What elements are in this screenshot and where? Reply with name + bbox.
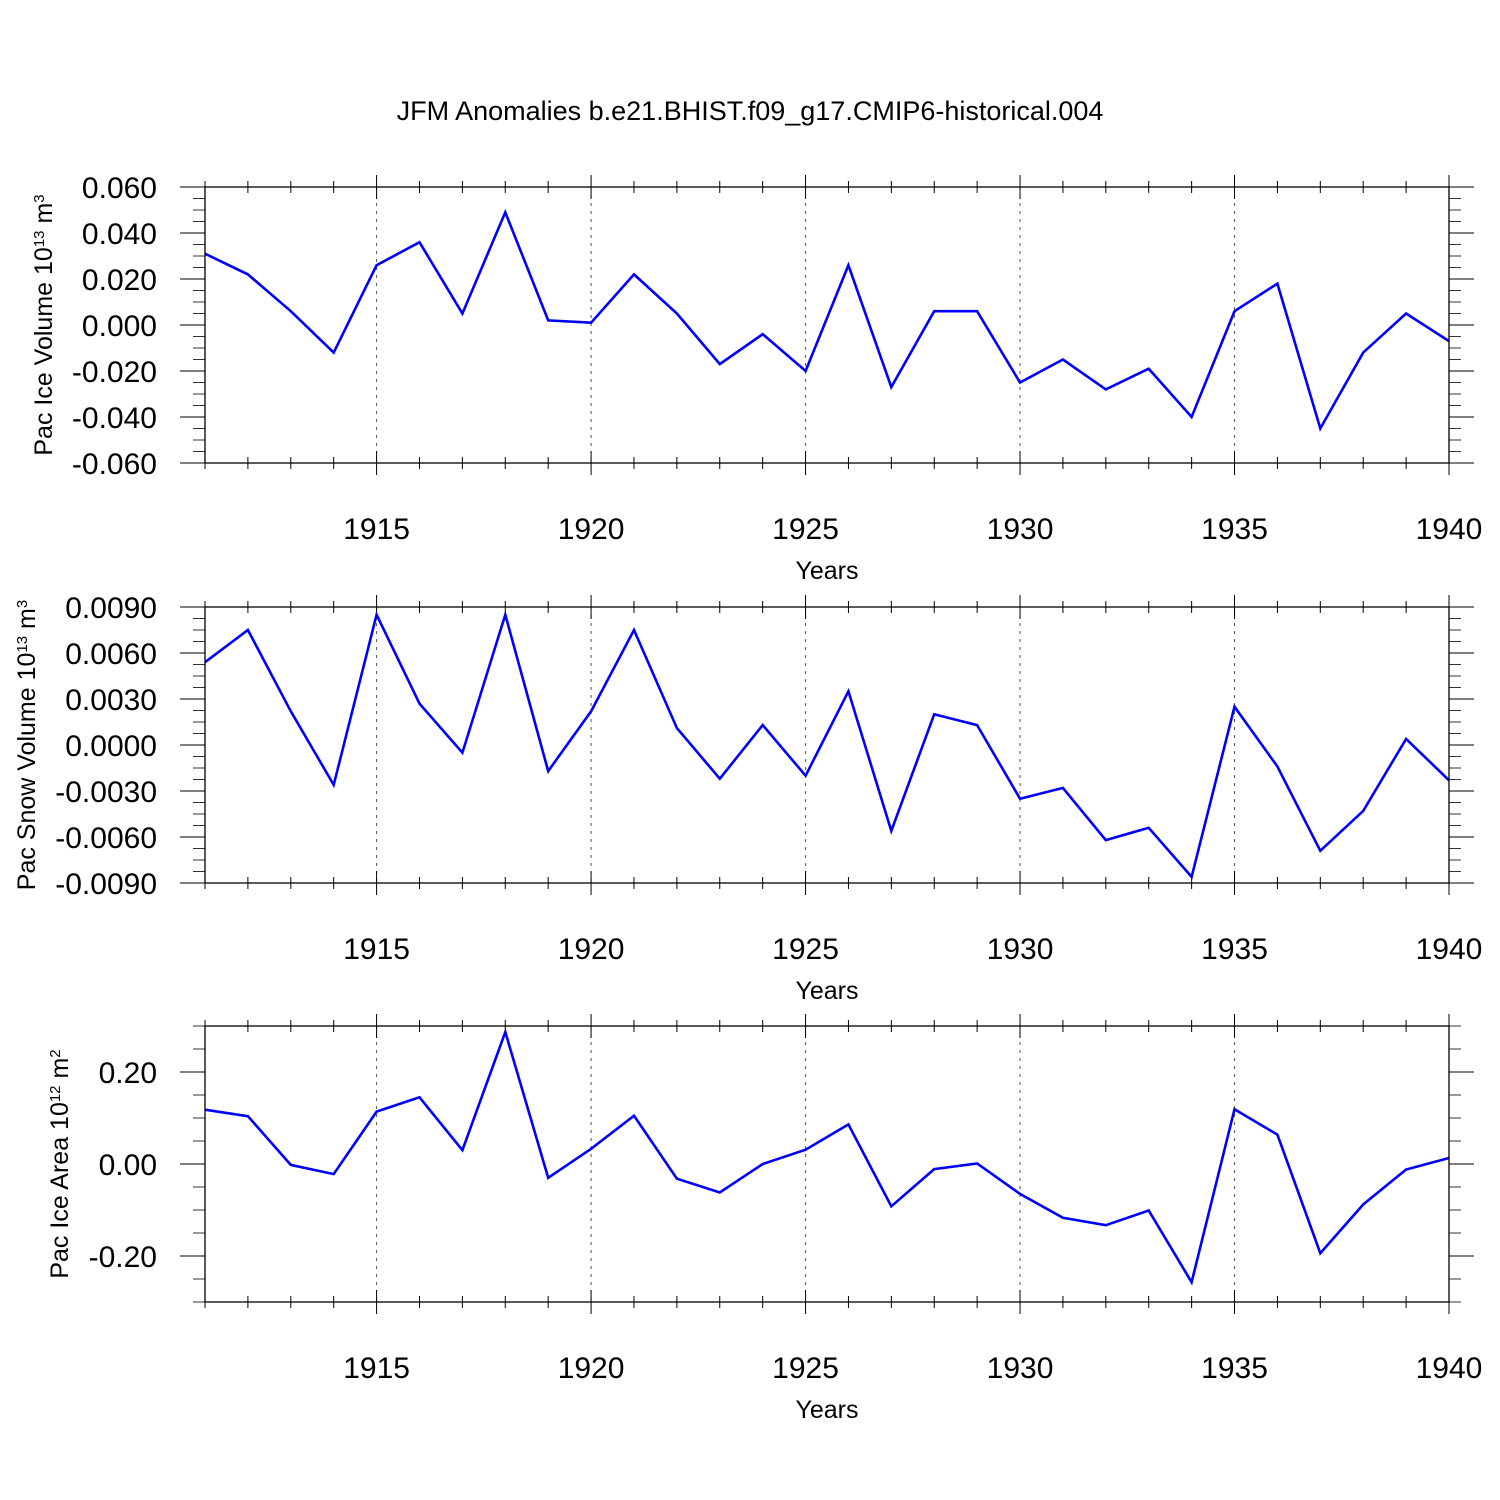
x-tick-label: 1920: [558, 1352, 625, 1385]
x-tick-label: 1925: [772, 933, 839, 966]
x-axis-label: Years: [795, 557, 858, 585]
pac-ice-volume-panel: -0.060 -0.040 -0.020 0.000 0.020 0.040 0.060 19…: [30, 172, 1482, 585]
y-tick-label: -0.060: [72, 448, 157, 481]
x-tick-label: 1940: [1416, 513, 1483, 546]
x-tick-label: 1925: [772, 1352, 839, 1385]
x-tick-label: 1920: [558, 513, 625, 546]
chart-title: JFM Anomalies b.e21.BHIST.f09_g17.CMIP6-…: [396, 96, 1104, 126]
y-tick-label: -0.0090: [55, 868, 157, 901]
x-tick-label: 1915: [343, 513, 410, 546]
x-tick-label: 1935: [1201, 933, 1268, 966]
y-tick-label: 0.0030: [65, 684, 157, 717]
x-axis-label: Years: [795, 1396, 858, 1424]
y-tick-label: 0.040: [82, 218, 157, 251]
y-tick-label: 0.0090: [65, 592, 157, 625]
y-tick-label: 0.20: [99, 1057, 157, 1090]
plot-frame: [204, 606, 1450, 884]
series-line: [204, 208, 1450, 432]
y-tick-label: -0.20: [89, 1241, 157, 1274]
x-tick-label: 1920: [558, 933, 625, 966]
y-tick-label: 0.0060: [65, 638, 157, 671]
y-tick-label: -0.020: [72, 356, 157, 389]
plot-frame: [204, 1025, 1450, 1303]
x-tick-label: 1940: [1416, 933, 1483, 966]
pac-ice-area-panel: -0.20 0.00 0.20 1915 1920 1925 1930 1935 1940 Yea…: [46, 1014, 1482, 1424]
x-tick-label: 1935: [1201, 1352, 1268, 1385]
pac-snow-volume-panel: -0.0090 -0.0060 -0.0030 0.0000 0.0030 0.0060 0…: [13, 592, 1482, 1005]
y-axis-label: Pac Ice Volume 1013 m3: [30, 194, 58, 455]
plot-frame: [204, 186, 1450, 464]
y-tick-label: -0.0030: [55, 776, 157, 809]
x-tick-label: 1930: [987, 513, 1054, 546]
y-tick-label: 0.0000: [65, 730, 157, 763]
y-tick-label: 0.000: [82, 310, 157, 343]
y-tick-label: -0.040: [72, 402, 157, 435]
series-line: [204, 1027, 1450, 1286]
x-tick-label: 1915: [343, 933, 410, 966]
y-axis-label: Pac Snow Volume 1013 m3: [13, 600, 41, 890]
y-axis-label: Pac Ice Area 1012 m2: [46, 1049, 74, 1278]
series-line: [204, 610, 1450, 880]
x-tick-label: 1925: [772, 513, 839, 546]
x-axis-label: Years: [795, 977, 858, 1005]
y-tick-label: 0.060: [82, 172, 157, 205]
x-tick-label: 1935: [1201, 513, 1268, 546]
y-tick-label: 0.00: [99, 1149, 157, 1182]
y-tick-label: 0.020: [82, 264, 157, 297]
x-tick-label: 1915: [343, 1352, 410, 1385]
y-tick-label: -0.0060: [55, 822, 157, 855]
x-tick-label: 1930: [987, 933, 1054, 966]
x-tick-label: 1930: [987, 1352, 1054, 1385]
x-tick-label: 1940: [1416, 1352, 1483, 1385]
